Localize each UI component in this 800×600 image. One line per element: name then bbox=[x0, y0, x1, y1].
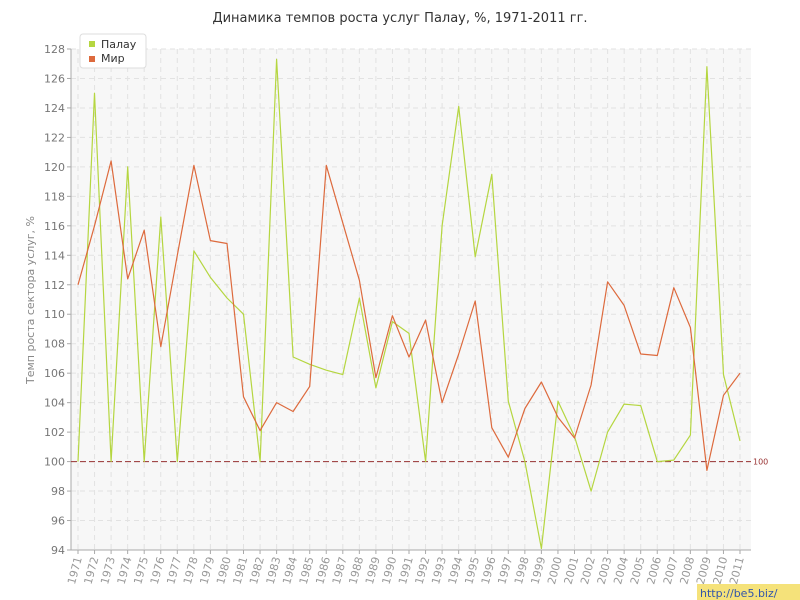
reference-line-group: 100 bbox=[71, 458, 768, 467]
watermark: http://be5.biz/ bbox=[697, 584, 800, 600]
y-tick-label: 116 bbox=[44, 220, 65, 233]
y-tick-label: 122 bbox=[44, 131, 65, 144]
y-tick-label: 120 bbox=[44, 161, 65, 174]
x-ticks: 1971197219731974197519761977197819791980… bbox=[65, 550, 747, 586]
y-tick-label: 102 bbox=[44, 426, 65, 439]
y-tick-label: 108 bbox=[44, 338, 65, 351]
legend-swatch-world bbox=[89, 56, 95, 62]
legend-label-world: Мир bbox=[101, 52, 125, 65]
y-tick-label: 118 bbox=[44, 190, 65, 203]
y-tick-label: 104 bbox=[44, 397, 65, 410]
y-tick-label: 112 bbox=[44, 279, 65, 292]
chart-title: Динамика темпов роста услуг Палау, %, 19… bbox=[212, 11, 587, 26]
series-line-world bbox=[77, 160, 741, 471]
series-group bbox=[77, 58, 741, 550]
legend-box bbox=[79, 33, 147, 69]
y-tick-label: 124 bbox=[44, 102, 65, 115]
axes bbox=[70, 49, 751, 551]
series-line-palau bbox=[77, 58, 741, 550]
grid bbox=[71, 48, 751, 551]
y-tick-label: 114 bbox=[44, 249, 65, 262]
y-axis-label: Темп роста сектора услуг, % bbox=[24, 216, 37, 385]
y-tick-label: 94 bbox=[51, 544, 65, 557]
plot-background bbox=[71, 49, 751, 550]
legend: Палау Мир bbox=[79, 33, 147, 69]
y-tick-label: 100 bbox=[44, 456, 65, 469]
legend-label-palau: Палау bbox=[101, 38, 137, 51]
reference-line-label: 100 bbox=[753, 458, 768, 467]
y-tick-label: 126 bbox=[44, 72, 65, 85]
y-tick-label: 98 bbox=[51, 485, 65, 498]
y-tick-label: 106 bbox=[44, 367, 65, 380]
x-tick-label: 2011 bbox=[727, 555, 747, 585]
y-ticks: 94 96 98 100 102 104 106 108 110 112 114 116 118 120 1… bbox=[44, 43, 71, 557]
y-tick-label: 128 bbox=[44, 43, 65, 56]
watermark-text: http://be5.biz/ bbox=[700, 587, 778, 600]
watermark-bg bbox=[697, 584, 800, 600]
legend-swatch-palau bbox=[89, 41, 95, 47]
y-tick-label: 110 bbox=[44, 308, 65, 321]
y-tick-label: 96 bbox=[51, 515, 65, 528]
